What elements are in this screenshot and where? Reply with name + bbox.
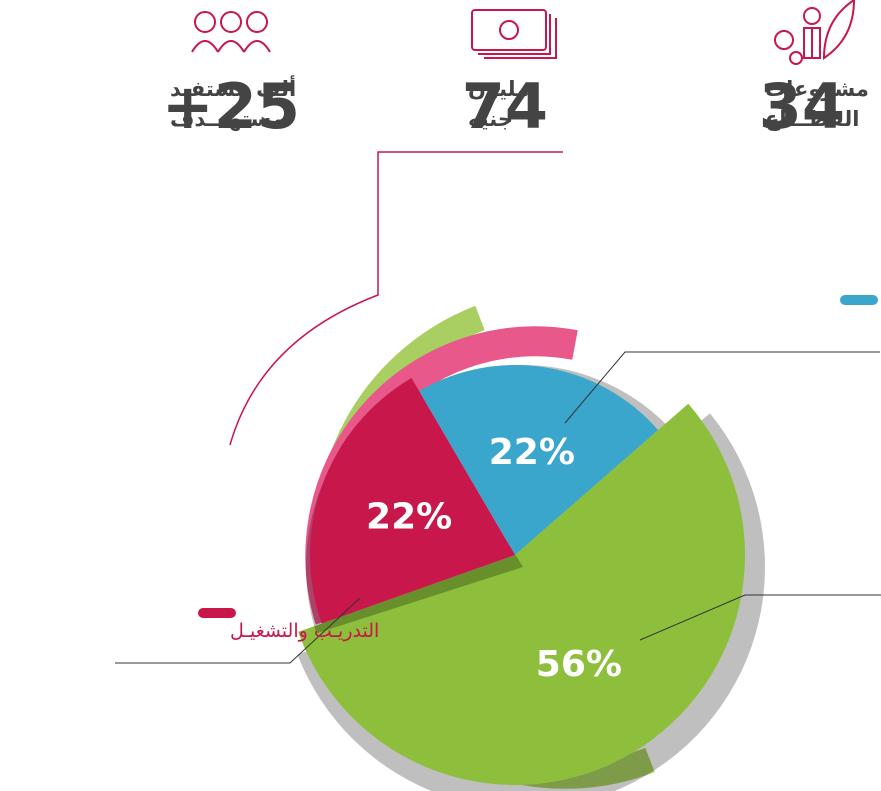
value-label: 56% xyxy=(536,644,622,685)
pie-slice xyxy=(310,378,515,624)
leader-line xyxy=(639,594,881,641)
stat-number: 74 xyxy=(462,70,548,143)
value-label: 22% xyxy=(489,432,575,473)
pie-slice xyxy=(298,403,745,786)
value-label: 22% xyxy=(366,496,452,537)
legend-marker xyxy=(198,608,236,618)
pie-slice xyxy=(419,365,659,555)
stat-label: جنيه xyxy=(468,107,513,131)
stat-label: ألف مستفيد xyxy=(170,74,296,101)
stat-number: +25 xyxy=(162,70,300,143)
category-label: التدريـب والتشغيـل xyxy=(230,620,379,642)
stat-number: 34 xyxy=(759,70,845,143)
stat-label: القطـــاع xyxy=(765,107,859,131)
stat-label: مستهـــدف xyxy=(170,107,285,131)
icons xyxy=(191,0,856,65)
stat-label: مليون xyxy=(468,77,529,101)
leader-line xyxy=(115,597,361,664)
leader-line xyxy=(564,351,880,424)
stat-label: مشروعات xyxy=(765,77,869,101)
decor-line xyxy=(229,151,563,446)
legend-marker xyxy=(840,295,878,305)
